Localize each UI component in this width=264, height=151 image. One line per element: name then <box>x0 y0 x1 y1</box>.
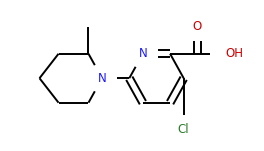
Text: N: N <box>139 47 147 60</box>
Text: N: N <box>98 72 106 85</box>
Text: OH: OH <box>226 47 244 60</box>
Text: Cl: Cl <box>178 123 190 136</box>
Text: O: O <box>193 20 202 33</box>
